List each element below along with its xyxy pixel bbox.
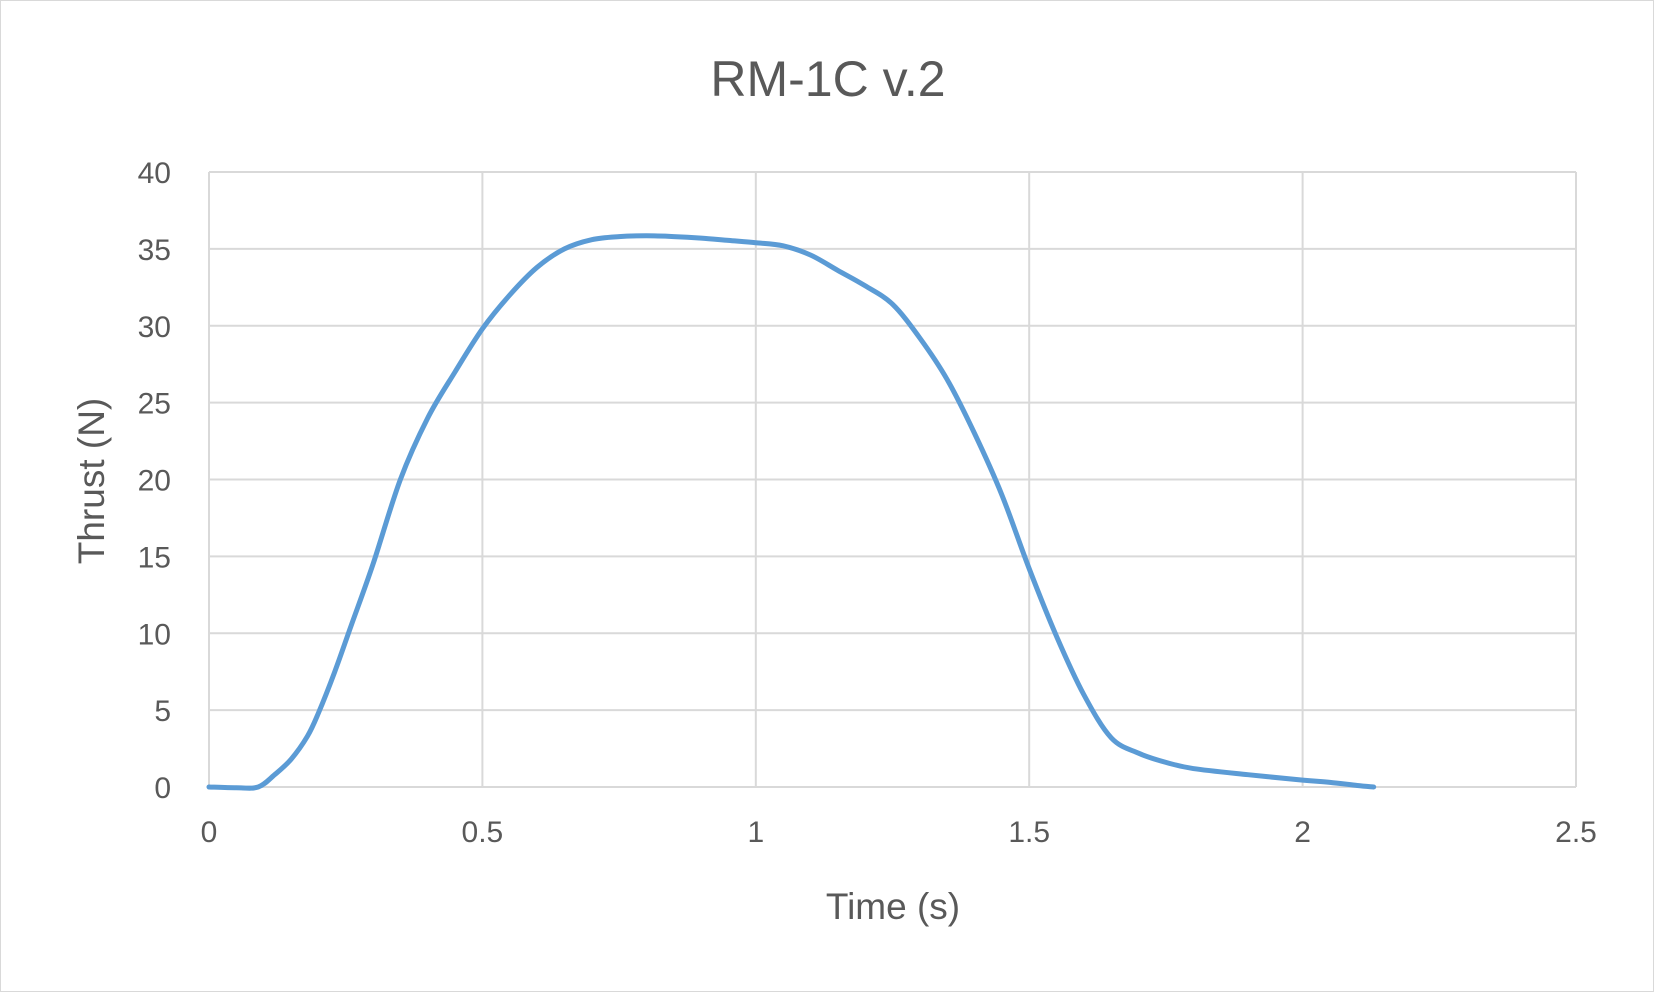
y-tick-label: 15 xyxy=(138,541,171,574)
grid xyxy=(208,171,1577,788)
x-tick-label: 2 xyxy=(1294,816,1311,849)
y-tick-label: 0 xyxy=(154,772,171,805)
y-tick-label: 10 xyxy=(138,618,171,651)
chart-title: RM-1C v.2 xyxy=(710,51,945,107)
x-tick-label: 0.5 xyxy=(462,816,504,849)
y-tick-label: 35 xyxy=(138,234,171,267)
x-tick-label: 2.5 xyxy=(1555,816,1597,849)
y-tick-label: 40 xyxy=(138,157,171,190)
tick-labels: 0 5 10 15 20 25 30 35 40 0 0.5 1 1.5 2 2.5 xyxy=(138,157,1597,849)
x-tick-label: 1 xyxy=(747,816,764,849)
x-tick-label: 0 xyxy=(201,816,218,849)
x-axis-label: Time (s) xyxy=(826,886,960,927)
thrust-series-line xyxy=(206,233,1377,791)
y-tick-label: 5 xyxy=(154,695,171,728)
y-tick-label: 20 xyxy=(138,465,171,498)
y-axis-label: Thrust (N) xyxy=(71,398,112,565)
x-tick-label: 1.5 xyxy=(1008,816,1050,849)
y-tick-label: 25 xyxy=(138,388,171,421)
series xyxy=(206,233,1377,791)
y-tick-label: 30 xyxy=(138,311,171,344)
